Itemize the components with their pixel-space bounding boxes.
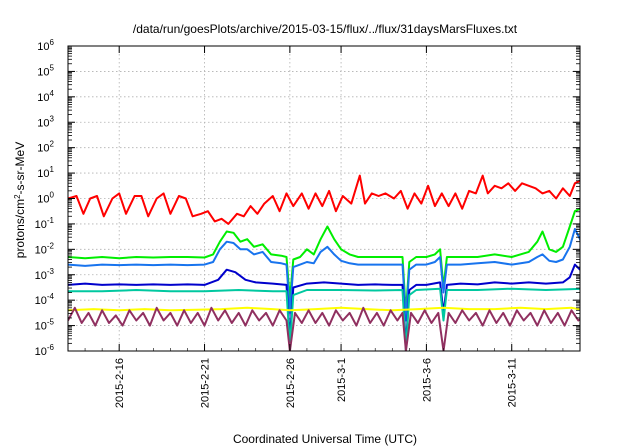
x-tick-label: 2015-2-16	[114, 358, 126, 408]
y-tick-label: 101	[37, 165, 54, 180]
y-tick-base: 10	[37, 92, 49, 104]
y-tick-label: 10-2	[35, 241, 55, 256]
y-tick-label: 10-5	[35, 318, 55, 333]
y-tick-exponent: 5	[50, 63, 55, 72]
y-tick-base: 10	[35, 346, 47, 358]
y-tick-base: 10	[37, 194, 49, 206]
y-tick-label: 10-3	[35, 267, 55, 282]
y-label-rest: -s-sr-MeV	[13, 142, 27, 195]
y-label-base: protons/cm	[13, 199, 27, 258]
y-tick-base: 10	[37, 41, 49, 53]
y-tick-base: 10	[35, 321, 47, 333]
x-tick-label: 2015-2-26	[285, 358, 297, 408]
x-tick-label: 2015-2-21	[200, 358, 212, 408]
x-tick-label: 2015-3-1	[336, 358, 348, 402]
chart-title: /data/run/goesPlots/archive/2015-03-15/f…	[133, 22, 518, 36]
y-tick-exponent: 1	[50, 165, 55, 174]
y-tick-label: 105	[37, 63, 54, 78]
y-tick-label: 106	[37, 38, 54, 53]
x-axis-label: Coordinated Universal Time (UTC)	[233, 432, 417, 446]
y-tick-exponent: -2	[47, 241, 55, 250]
series-line-4	[68, 263, 580, 347]
ticks: 10-610-510-410-310-210-11001011021031041…	[35, 38, 580, 408]
series-line-7	[68, 306, 580, 351]
y-tick-exponent: -5	[47, 318, 55, 327]
y-tick-label: 102	[37, 140, 54, 155]
y-tick-base: 10	[37, 143, 49, 155]
grid	[68, 46, 580, 351]
y-tick-label: 10-6	[35, 343, 55, 358]
y-tick-exponent: 0	[50, 191, 55, 200]
y-tick-base: 10	[37, 117, 49, 129]
y-tick-base: 10	[37, 66, 49, 78]
series-line-2	[68, 207, 580, 314]
y-axis-label: protons/cm2-s-sr-MeV	[13, 142, 28, 258]
y-tick-exponent: 3	[50, 114, 55, 123]
y-tick-exponent: -6	[47, 343, 55, 352]
y-tick-exponent: -1	[47, 216, 55, 225]
series-line-1	[68, 174, 580, 225]
series-line-6	[68, 306, 580, 312]
y-tick-label: 103	[37, 114, 54, 129]
series-line-3	[68, 228, 580, 322]
y-tick-label: 10-4	[35, 292, 55, 307]
y-tick-label: 100	[37, 191, 54, 206]
y-tick-exponent: 6	[50, 38, 55, 47]
x-tick-label: 2015-3-6	[421, 358, 433, 402]
x-tick-label: 2015-3-11	[507, 358, 519, 407]
y-tick-base: 10	[37, 168, 49, 180]
y-tick-base: 10	[35, 244, 47, 256]
y-tick-base: 10	[35, 295, 47, 307]
y-tick-exponent: -4	[47, 292, 55, 301]
y-tick-exponent: 2	[50, 140, 55, 149]
y-tick-label: 104	[37, 89, 54, 104]
y-tick-exponent: -3	[47, 267, 55, 276]
y-tick-base: 10	[35, 219, 47, 231]
y-tick-exponent: 4	[50, 89, 55, 98]
y-label-sup: 2	[13, 194, 22, 199]
y-tick-label: 10-1	[35, 216, 55, 231]
y-tick-base: 10	[35, 270, 47, 282]
series-line-5	[68, 287, 580, 351]
data-series	[68, 174, 580, 351]
